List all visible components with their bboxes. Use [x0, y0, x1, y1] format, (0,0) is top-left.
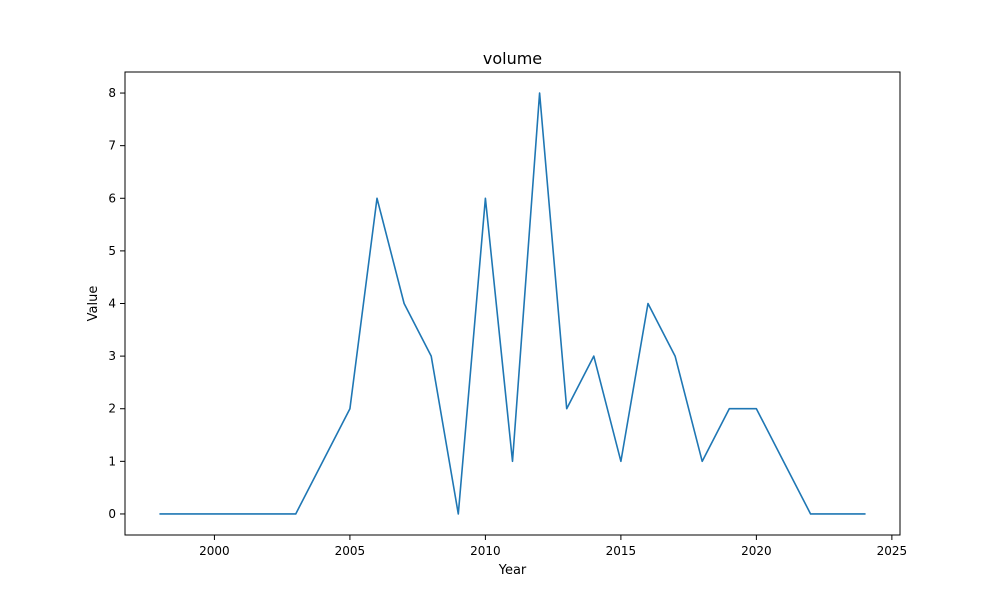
x-tick-label: 2005 — [335, 544, 366, 558]
y-tick-label: 3 — [108, 349, 116, 363]
x-tick-label: 2010 — [470, 544, 501, 558]
chart-title: volume — [483, 49, 542, 68]
y-tick-label: 7 — [108, 139, 116, 153]
series-line — [159, 92, 866, 515]
plot-area — [125, 72, 900, 535]
x-axis-label: Year — [498, 563, 527, 578]
series-layer — [159, 92, 866, 515]
x-tick-label: 2020 — [741, 544, 772, 558]
y-tick-label: 1 — [108, 454, 116, 468]
y-tick-label: 6 — [108, 191, 116, 205]
plot-frame — [124, 71, 901, 536]
x-tick-label: 2000 — [199, 544, 230, 558]
y-tick-label: 4 — [108, 297, 116, 311]
y-tick-label: 5 — [108, 244, 116, 258]
x-tick-label: 2015 — [606, 544, 637, 558]
x-axis-ticks: 2000 2005 2010 2015 2020 2025 — [199, 535, 907, 558]
y-axis-label: Value — [86, 286, 101, 322]
y-tick-label: 0 — [108, 507, 116, 521]
x-tick-label: 2025 — [877, 544, 908, 558]
y-axis-ticks: 0 1 2 3 4 5 6 7 8 — [108, 86, 125, 521]
y-tick-label: 2 — [108, 402, 116, 416]
y-tick-label: 8 — [108, 86, 116, 100]
